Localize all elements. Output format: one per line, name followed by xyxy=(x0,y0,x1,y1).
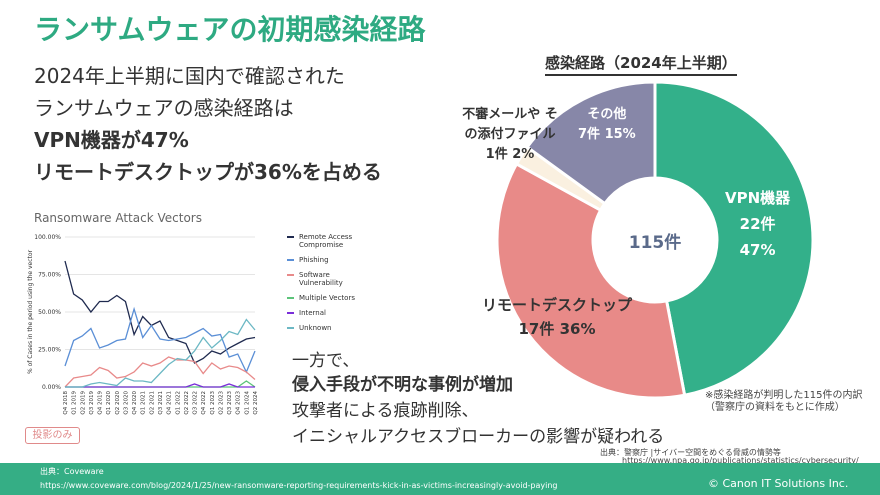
pie-label-vpn: VPN機器 22件 47% xyxy=(725,189,791,259)
x-tick-label: Q1 2020 xyxy=(106,391,112,415)
x-tick-label: Q1 2023 xyxy=(210,391,216,415)
pie-slice-1 xyxy=(495,161,687,400)
legend-swatch xyxy=(287,297,294,299)
x-tick-label: Q4 2019 xyxy=(98,391,104,415)
pie-label-other: その他 7件 15% xyxy=(578,107,636,142)
x-tick-label: Q1 2022 xyxy=(175,391,181,415)
legend-item: Internal xyxy=(287,309,369,317)
legend-label: Phishing xyxy=(299,256,329,264)
x-tick-label: Q2 2024 xyxy=(253,391,259,415)
series-line xyxy=(64,356,256,388)
y-tick-label: 100.00% xyxy=(34,234,61,241)
line-chart-legend: Remote Access Compromise Phishing Software… xyxy=(287,233,369,339)
pie-center-label: 115件 xyxy=(628,233,682,253)
x-tick-label: Q4 2021 xyxy=(167,391,173,415)
x-tick-label: Q3 2022 xyxy=(193,391,199,415)
lead-line-2: ランサムウェアの感染経路は xyxy=(34,96,294,120)
npa-source: 出典：警察庁 |サイバー空間をめぐる脅威の情勢等 xyxy=(600,448,781,457)
x-tick-label: Q2 2023 xyxy=(218,391,224,415)
y-tick-label: 75.00% xyxy=(38,272,61,279)
line-chart: 0.00%25.00%50.00%75.00%100.00%Q4 2018 Q1 … xyxy=(27,234,259,415)
y-tick-label: 0.00% xyxy=(42,384,61,391)
x-tick-label: Q3 2020 xyxy=(123,391,129,415)
y-tick-label: 50.00% xyxy=(38,309,61,316)
x-tick-label: Q4 2023 xyxy=(236,391,242,415)
x-tick-label: Q2 2021 xyxy=(149,391,155,415)
legend-label: Multiple Vectors xyxy=(299,294,355,302)
pie-label-email: 不審メールや その添付ファイル 1件 2% xyxy=(462,107,558,162)
pie-slice-0 xyxy=(653,80,815,397)
y-tick-label: 25.00% xyxy=(38,347,61,354)
legend-label: Unknown xyxy=(299,324,332,332)
body-line-3: 攻撃者による痕跡削除、 xyxy=(292,401,479,421)
y-axis-label: % of Cases in the period using the vecto… xyxy=(27,249,34,374)
line-chart-title: Ransomware Attack Vectors xyxy=(34,211,202,225)
legend-swatch xyxy=(287,274,294,276)
x-tick-label: Q3 2019 xyxy=(89,391,95,415)
body-line-4: イニシャルアクセスブローカーの影響が疑われる xyxy=(292,427,665,447)
lead-line-4: リモートデスクトップが36%を占める xyxy=(34,160,382,184)
legend-swatch xyxy=(287,312,294,314)
lead-line-3: VPN機器が47% xyxy=(34,128,189,152)
donut-chart xyxy=(495,80,815,400)
legend-swatch xyxy=(287,327,294,329)
footer: 出典：Coveware https://www.coveware.com/blo… xyxy=(0,463,880,495)
x-tick-label: Q4 2018 xyxy=(63,391,69,415)
legend-swatch xyxy=(287,236,294,238)
body-line-2: 侵入手段が不明な事例が増加 xyxy=(292,375,513,395)
pie-note-1: ※感染経路が判明した115件の内訳 xyxy=(705,390,863,401)
legend-label: Remote Access Compromise xyxy=(299,233,353,249)
legend-item: Unknown xyxy=(287,324,369,332)
pie-note-2: （警察庁の資料をもとに作成） xyxy=(705,402,845,413)
lead-line-1: 2024年上半期に国内で確認された xyxy=(34,64,345,88)
pie-slice-3 xyxy=(525,80,657,206)
copyright: © Canon IT Solutions Inc. xyxy=(708,477,849,490)
x-tick-label: Q1 2019 xyxy=(72,391,78,415)
legend-item: Software Vulnerability xyxy=(287,271,369,287)
npa-url[interactable]: https://www.npa.go.jp/publications/stati… xyxy=(622,456,859,465)
x-tick-label: Q2 2020 xyxy=(115,391,121,415)
legend-item: Remote Access Compromise xyxy=(287,233,369,249)
legend-label: Internal xyxy=(299,309,326,317)
projection-only-badge: 投影のみ xyxy=(25,427,80,444)
x-tick-label: Q4 2020 xyxy=(132,391,138,415)
x-tick-label: Q2 2019 xyxy=(80,391,86,415)
pie-label-remote-desktop: リモートデスクトップ 17件 36% xyxy=(482,296,633,338)
body-line-1: 一方で、 xyxy=(292,351,360,371)
legend-item: Phishing xyxy=(287,256,369,264)
x-tick-label: Q1 2021 xyxy=(141,391,147,415)
series-line xyxy=(65,383,255,388)
footer-source-label: 出典：Coveware xyxy=(40,467,104,476)
series-line xyxy=(65,318,256,388)
series-line xyxy=(64,306,256,374)
legend-item: Multiple Vectors xyxy=(287,294,369,302)
legend-label: Software Vulnerability xyxy=(299,271,343,287)
x-tick-label: Q3 2021 xyxy=(158,391,164,415)
x-tick-label: Q1 2024 xyxy=(244,391,250,415)
pie-title: 感染経路（2024年上半期） xyxy=(545,52,737,76)
x-tick-label: Q2 2022 xyxy=(184,391,190,415)
x-tick-label: Q4 2022 xyxy=(201,391,207,415)
legend-swatch xyxy=(287,259,294,261)
series-line xyxy=(64,260,256,364)
slide-title: ランサムウェアの初期感染経路 xyxy=(34,13,426,46)
x-tick-label: Q3 2023 xyxy=(227,391,233,415)
footer-source-url[interactable]: https://www.coveware.com/blog/2024/1/25/… xyxy=(40,481,558,490)
